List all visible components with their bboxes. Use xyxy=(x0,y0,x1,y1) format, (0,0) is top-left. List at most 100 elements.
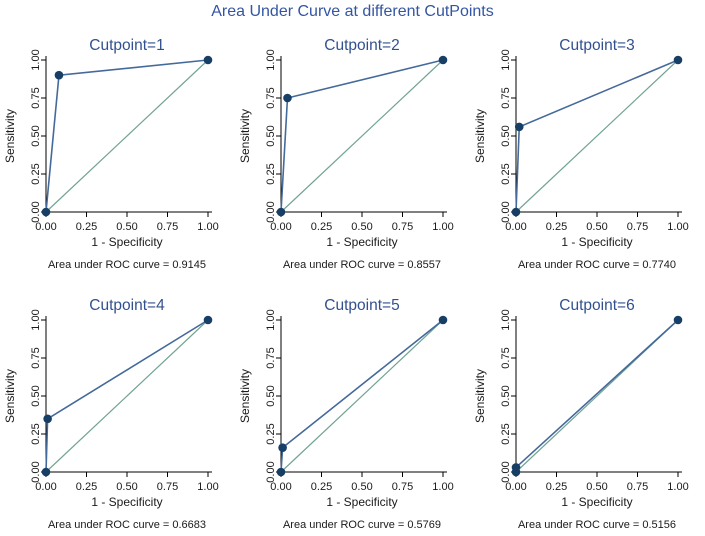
roc-markers xyxy=(276,55,448,217)
reference-line xyxy=(280,59,444,213)
x-tick-label: 1.00 xyxy=(197,221,218,233)
roc-chart-4: Cutpoint=4 0.000.00 0.25 0.25 0.50 0.50 0.75 0.… xyxy=(3,297,219,531)
x-tick-label: 0.75 xyxy=(627,221,648,233)
y-tick-label: 0.00 xyxy=(500,461,512,482)
roc-panel-5: Cutpoint=5 0.00 0.00 0.25 0.25 0.50 0.50 0.75 0.… xyxy=(235,286,470,536)
auc-caption: Area under ROC curve = 0.5769 xyxy=(283,519,441,531)
y-axis-label: Sensitivity xyxy=(238,369,252,423)
reference-line xyxy=(45,59,209,213)
roc-point xyxy=(41,207,51,217)
x-tick-label: 0.00 xyxy=(505,221,526,233)
y-tick-label: 0.25 xyxy=(500,163,512,184)
roc-point xyxy=(438,315,448,325)
x-tick-label: 1.00 xyxy=(432,221,453,233)
roc-chart-6: Cutpoint=6 0.000.00 0.25 0.25 0.50 0.50 0.75 0.… xyxy=(473,297,689,531)
axes xyxy=(41,56,212,217)
y-tick-label: 1.00 xyxy=(30,309,42,330)
roc-chart-2: Cutpoint=2 0.000.00 0.25 0.25 0.50 0.50 0.75 0.… xyxy=(238,37,454,271)
x-tick-label: 1.00 xyxy=(432,481,453,493)
y-tick-label: 0.50 xyxy=(500,385,512,406)
x-axis-label: 1 - Specificity xyxy=(91,235,162,249)
panel-title: Cutpoint=6 xyxy=(559,297,634,314)
panel-title: Cutpoint=5 xyxy=(324,297,399,314)
y-tick-label: 0.25 xyxy=(30,423,42,444)
roc-point xyxy=(438,55,448,65)
x-axis-label: 1 - Specificity xyxy=(326,495,397,509)
y-axis-label: Sensitivity xyxy=(3,109,17,163)
roc-point xyxy=(283,93,292,103)
x-tick-label: 0.50 xyxy=(586,481,607,493)
figure-title: Area Under Curve at different CutPoints xyxy=(211,3,494,20)
roc-panel-4: Cutpoint=4 0.00 0.00 0.25 0.25 0.50 0.50 0.75 0.… xyxy=(0,286,235,536)
roc-markers xyxy=(511,315,683,477)
roc-point xyxy=(511,207,521,217)
x-tick-label: 0.75 xyxy=(157,221,178,233)
roc-point xyxy=(673,315,683,325)
panels-grid: Cutpoint=1 0.00 0.00 0.25 0.25 0.50 0.50 0.75 0.… xyxy=(0,26,705,536)
panel-title: Cutpoint=4 xyxy=(89,297,165,314)
x-tick-label: 0.00 xyxy=(270,481,291,493)
x-tick-label: 0.25 xyxy=(76,221,97,233)
x-tick-label: 1.00 xyxy=(197,481,218,493)
y-tick-label: 0.50 xyxy=(30,125,42,146)
y-tick-label: 0.00 xyxy=(265,201,277,222)
y-tick-label: 0.00 xyxy=(500,201,512,222)
reference-line xyxy=(280,319,444,473)
x-tick-label: 0.00 xyxy=(35,481,56,493)
y-tick-label: 1.00 xyxy=(500,309,512,330)
roc-chart-3: Cutpoint=3 0.000.00 0.25 0.25 0.50 0.50 0.75 0.… xyxy=(473,37,689,271)
x-tick-label: 0.50 xyxy=(586,221,607,233)
y-tick-label: 0.25 xyxy=(265,423,277,444)
panel-title: Cutpoint=1 xyxy=(89,37,164,54)
x-axis-label: 1 - Specificity xyxy=(326,235,397,249)
y-tick-label: 0.25 xyxy=(265,163,277,184)
auc-caption: Area under ROC curve = 0.8557 xyxy=(283,259,441,271)
roc-markers xyxy=(511,55,683,217)
auc-caption: Area under ROC curve = 0.9145 xyxy=(48,259,206,271)
y-tick-label: 0.00 xyxy=(30,201,42,222)
roc-point xyxy=(203,315,213,325)
roc-point xyxy=(278,443,287,452)
y-tick-label: 1.00 xyxy=(500,49,512,70)
auc-caption: Area under ROC curve = 0.7740 xyxy=(518,259,676,271)
roc-point xyxy=(673,55,683,65)
y-axis-label: Sensitivity xyxy=(238,109,252,163)
x-tick-label: 0.00 xyxy=(35,221,56,233)
y-tick-label: 0.75 xyxy=(30,347,42,368)
y-tick-label: 0.00 xyxy=(265,461,277,482)
y-axis-label: Sensitivity xyxy=(473,109,487,163)
y-tick-label: 0.00 xyxy=(30,461,42,482)
roc-point xyxy=(43,414,52,424)
x-tick-label: 0.75 xyxy=(157,481,178,493)
x-tick-label: 0.25 xyxy=(311,221,332,233)
auc-caption: Area under ROC curve = 0.6683 xyxy=(48,519,206,531)
roc-panel-6: Cutpoint=6 0.00 0.00 0.25 0.25 0.50 0.50 0.75 0.… xyxy=(470,286,705,536)
reference-line xyxy=(45,319,209,473)
x-tick-label: 0.75 xyxy=(392,221,413,233)
x-axis-label: 1 - Specificity xyxy=(561,495,632,509)
y-tick-label: 0.50 xyxy=(500,125,512,146)
x-tick-label: 0.50 xyxy=(116,481,137,493)
y-tick-label: 0.75 xyxy=(265,347,277,368)
x-tick-label: 0.50 xyxy=(351,221,372,233)
x-tick-label: 0.25 xyxy=(546,481,567,493)
x-tick-label: 1.00 xyxy=(667,221,688,233)
y-tick-label: 0.50 xyxy=(30,385,42,406)
x-tick-label: 0.00 xyxy=(505,481,526,493)
x-axis-label: 1 - Specificity xyxy=(91,495,162,509)
y-axis-label: Sensitivity xyxy=(3,369,17,423)
y-tick-label: 0.50 xyxy=(265,385,277,406)
roc-panel-2: Cutpoint=2 0.00 0.00 0.25 0.25 0.50 0.50 0.75 0.… xyxy=(235,26,470,276)
x-tick-label: 0.25 xyxy=(76,481,97,493)
roc-chart-1: Cutpoint=1 0.000.00 0.25 0.25 0.50 0.50 0.75 0.… xyxy=(3,37,219,271)
roc-markers xyxy=(276,315,448,477)
roc-point xyxy=(41,467,51,477)
y-tick-label: 0.25 xyxy=(30,163,42,184)
x-tick-label: 0.25 xyxy=(311,481,332,493)
roc-point xyxy=(276,467,286,477)
x-tick-label: 0.50 xyxy=(351,481,372,493)
axes xyxy=(511,316,682,477)
roc-panel-3: Cutpoint=3 0.00 0.00 0.25 0.25 0.50 0.50 0.75 0.… xyxy=(470,26,705,276)
auc-caption: Area under ROC curve = 0.5156 xyxy=(518,519,676,531)
